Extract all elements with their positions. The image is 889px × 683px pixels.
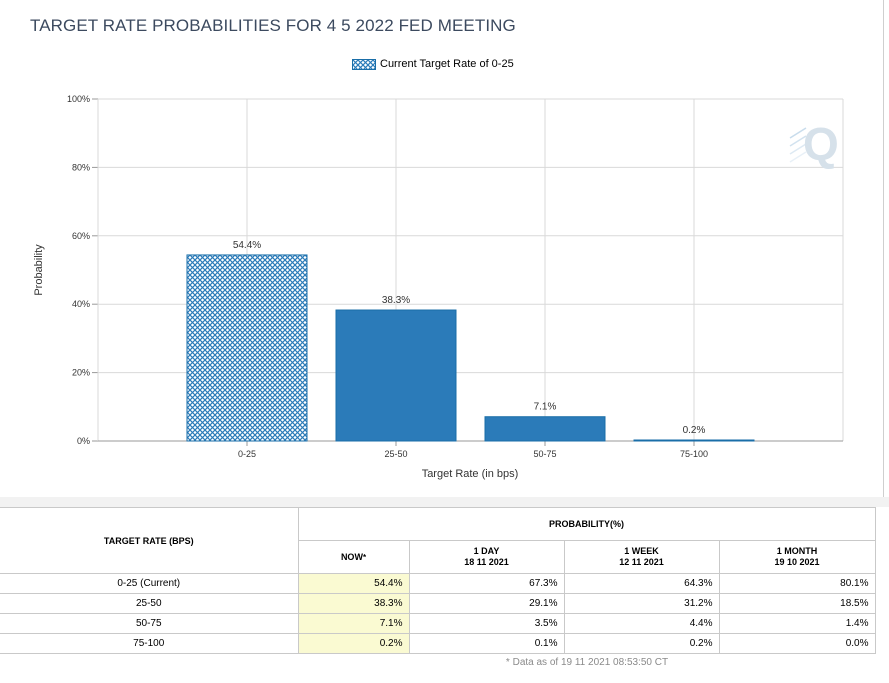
row-now: 54.4%	[297, 573, 410, 594]
row-rate: 75-100	[0, 633, 299, 654]
header-target-rate: TARGET RATE (BPS)	[0, 507, 299, 574]
row-1-week: 0.2%	[563, 633, 720, 654]
probability-table: TARGET RATE (BPS) PROBABILITY(%) NOW* 1 …	[0, 507, 876, 654]
x-tick-label: 25-50	[384, 449, 407, 459]
table-row: 25-50 38.3% 29.1% 31.2% 18.5%	[0, 593, 876, 614]
row-1-month: 0.0%	[718, 633, 876, 654]
legend-label: Current Target Rate of 0-25	[380, 58, 514, 70]
section-divider	[0, 497, 889, 507]
row-rate: 25-50	[0, 593, 299, 614]
bar-75-100[interactable]	[633, 439, 755, 442]
x-tick-label: 50-75	[533, 449, 556, 459]
bar-0-25[interactable]	[186, 254, 308, 442]
table-row: 0-25 (Current) 54.4% 67.3% 64.3% 80.1%	[0, 573, 876, 594]
chart-title: TARGET RATE PROBABILITIES FOR 4 5 2022 F…	[30, 16, 516, 35]
table-row: 50-75 7.1% 3.5% 4.4% 1.4%	[0, 613, 876, 634]
bar-value-label: 0.2%	[683, 425, 706, 436]
q-logo-watermark-icon: Q	[789, 118, 839, 170]
chart-panel: TARGET RATE PROBABILITIES FOR 4 5 2022 F…	[0, 0, 884, 498]
row-rate: 50-75	[0, 613, 299, 634]
row-1-week: 4.4%	[563, 613, 720, 634]
y-tick-label: 20%	[72, 368, 90, 378]
y-tick-label: 40%	[72, 299, 90, 309]
row-1-week: 31.2%	[563, 593, 720, 614]
bar-chart: Q 0% 20% 40% 60% 80% 100% 54.4% 0-25 38.3% 25-50 7…	[33, 94, 844, 480]
watermark-letter: Q	[803, 118, 839, 170]
row-1-month: 1.4%	[718, 613, 876, 634]
watermark-stroke	[789, 135, 807, 147]
y-tick-label: 80%	[72, 162, 90, 172]
header-now: NOW*	[297, 540, 410, 574]
bar-value-label: 54.4%	[233, 240, 261, 251]
y-tick-label: 100%	[67, 94, 90, 104]
y-tick-label: 0%	[77, 436, 90, 446]
y-axis-title: Probability	[33, 244, 45, 296]
row-1-week: 64.3%	[563, 573, 720, 594]
bar-50-75[interactable]	[484, 416, 606, 442]
table-row: 75-100 0.2% 0.1% 0.2% 0.0%	[0, 633, 876, 654]
x-tick-label: 0-25	[238, 449, 256, 459]
bar-value-label: 38.3%	[382, 295, 410, 306]
y-tick-label: 60%	[72, 231, 90, 241]
header-1-week: 1 WEEK 12 11 2021	[563, 540, 720, 574]
bar-25-50[interactable]	[335, 309, 457, 442]
row-1-day: 3.5%	[408, 613, 565, 634]
watermark-stroke	[789, 127, 807, 139]
header-1-day: 1 DAY 18 11 2021	[408, 540, 565, 574]
data-timestamp-footnote: * Data as of 19 11 2021 08:53:50 CT	[505, 657, 669, 668]
header-probability: PROBABILITY(%)	[297, 507, 876, 541]
x-axis-title: Target Rate (in bps)	[422, 468, 519, 480]
bar-value-label: 7.1%	[534, 402, 557, 413]
row-now: 0.2%	[297, 633, 410, 654]
watermark-stroke	[789, 143, 807, 155]
row-rate: 0-25 (Current)	[0, 573, 299, 594]
row-1-day: 29.1%	[408, 593, 565, 614]
watermark-stroke	[789, 151, 807, 163]
header-1-month: 1 MONTH 19 10 2021	[718, 540, 876, 574]
chart-legend[interactable]: Current Target Rate of 0-25	[352, 57, 514, 71]
row-1-month: 18.5%	[718, 593, 876, 614]
row-now: 7.1%	[297, 613, 410, 634]
x-tick-label: 75-100	[680, 449, 708, 459]
legend-swatch	[352, 58, 376, 70]
row-1-day: 67.3%	[408, 573, 565, 594]
row-now: 38.3%	[297, 593, 410, 614]
row-1-day: 0.1%	[408, 633, 565, 654]
row-1-month: 80.1%	[718, 573, 876, 594]
